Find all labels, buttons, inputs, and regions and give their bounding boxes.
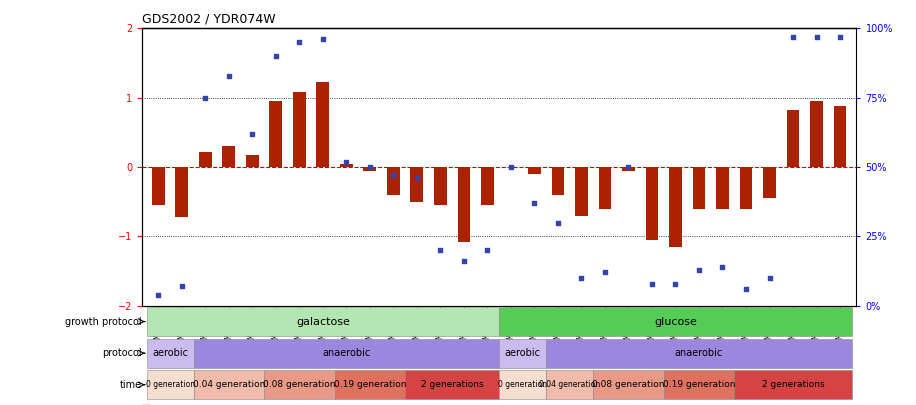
Bar [810, 101, 823, 167]
Text: 0 generation: 0 generation [498, 380, 547, 389]
Point [387, 172, 401, 179]
Bar [598, 167, 612, 209]
Text: protocol: protocol [102, 348, 141, 358]
FancyBboxPatch shape [193, 339, 499, 368]
FancyBboxPatch shape [546, 370, 594, 399]
Point [527, 200, 541, 207]
Point [833, 34, 847, 40]
Bar [410, 167, 423, 202]
Bar [223, 146, 235, 167]
FancyBboxPatch shape [405, 370, 499, 399]
Bar [716, 167, 729, 209]
Point [504, 164, 518, 170]
Text: time: time [119, 380, 141, 390]
Text: galactose: galactose [296, 317, 350, 326]
Point [621, 164, 636, 170]
FancyBboxPatch shape [546, 339, 852, 368]
FancyBboxPatch shape [499, 370, 546, 399]
Bar [269, 101, 282, 167]
Point [574, 275, 589, 281]
FancyBboxPatch shape [735, 370, 852, 399]
Text: 0.04 generation: 0.04 generation [192, 380, 265, 389]
Point [645, 280, 660, 287]
Point [198, 94, 213, 101]
Bar [293, 92, 306, 167]
Bar [317, 83, 330, 167]
Bar [739, 167, 752, 209]
Point [409, 175, 424, 181]
Text: anaerobic: anaerobic [675, 348, 723, 358]
Point [457, 258, 472, 264]
Bar [763, 167, 776, 198]
Text: aerobic: aerobic [152, 348, 188, 358]
Text: 0.04 generation: 0.04 generation [540, 380, 600, 389]
Point [245, 130, 260, 137]
Point [786, 34, 801, 40]
Point [480, 247, 495, 254]
Text: 0.08 generation: 0.08 generation [263, 380, 335, 389]
Bar [551, 167, 564, 195]
Text: 0.08 generation: 0.08 generation [593, 380, 665, 389]
Text: glucose: glucose [654, 317, 697, 326]
Point [668, 280, 682, 287]
Bar [340, 164, 353, 167]
Bar [646, 167, 659, 240]
Point [715, 264, 730, 270]
Bar [434, 167, 447, 205]
Bar [669, 167, 682, 247]
Text: 0.19 generation: 0.19 generation [333, 380, 406, 389]
Point [363, 164, 377, 170]
Bar [246, 155, 259, 167]
Text: GDS2002 / YDR074W: GDS2002 / YDR074W [142, 13, 276, 26]
Bar [387, 167, 400, 195]
FancyBboxPatch shape [264, 370, 334, 399]
Bar [176, 167, 189, 217]
Bar [481, 167, 494, 205]
FancyBboxPatch shape [193, 370, 264, 399]
FancyBboxPatch shape [147, 370, 193, 399]
Point [762, 275, 777, 281]
Point [692, 266, 706, 273]
Point [597, 269, 612, 276]
FancyBboxPatch shape [499, 307, 852, 336]
Bar [528, 167, 541, 174]
Bar [152, 167, 165, 205]
Point [809, 34, 823, 40]
Point [316, 36, 331, 43]
FancyBboxPatch shape [147, 339, 193, 368]
FancyBboxPatch shape [664, 370, 735, 399]
Point [222, 72, 236, 79]
Bar [364, 167, 376, 171]
Text: 0 generation: 0 generation [146, 380, 195, 389]
Point [151, 292, 166, 298]
FancyBboxPatch shape [499, 339, 546, 368]
Text: 0.19 generation: 0.19 generation [663, 380, 736, 389]
Point [738, 286, 753, 292]
Point [268, 53, 283, 59]
Bar [457, 167, 471, 242]
Point [175, 283, 190, 290]
FancyBboxPatch shape [147, 307, 499, 336]
Point [339, 158, 354, 165]
Text: aerobic: aerobic [505, 348, 540, 358]
FancyBboxPatch shape [334, 370, 405, 399]
Bar [692, 167, 705, 209]
Point [433, 247, 448, 254]
Bar [199, 152, 212, 167]
Text: anaerobic: anaerobic [322, 348, 371, 358]
Bar [787, 110, 800, 167]
Point [551, 219, 565, 226]
Text: growth protocol: growth protocol [65, 317, 141, 326]
Point [292, 39, 307, 45]
Bar [834, 106, 846, 167]
Bar [575, 167, 588, 215]
Bar [622, 167, 635, 171]
Text: 2 generations: 2 generations [421, 380, 484, 389]
FancyBboxPatch shape [594, 370, 664, 399]
Text: 2 generations: 2 generations [762, 380, 824, 389]
